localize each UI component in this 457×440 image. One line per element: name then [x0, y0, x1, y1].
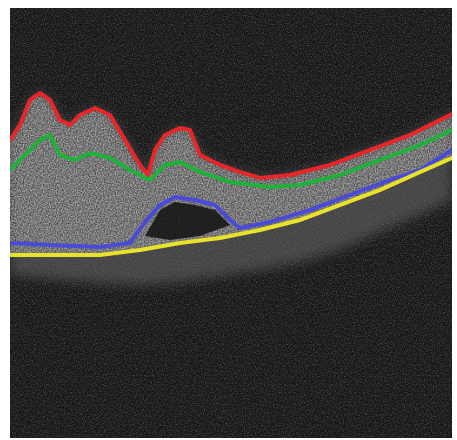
scan — [10, 8, 452, 438]
